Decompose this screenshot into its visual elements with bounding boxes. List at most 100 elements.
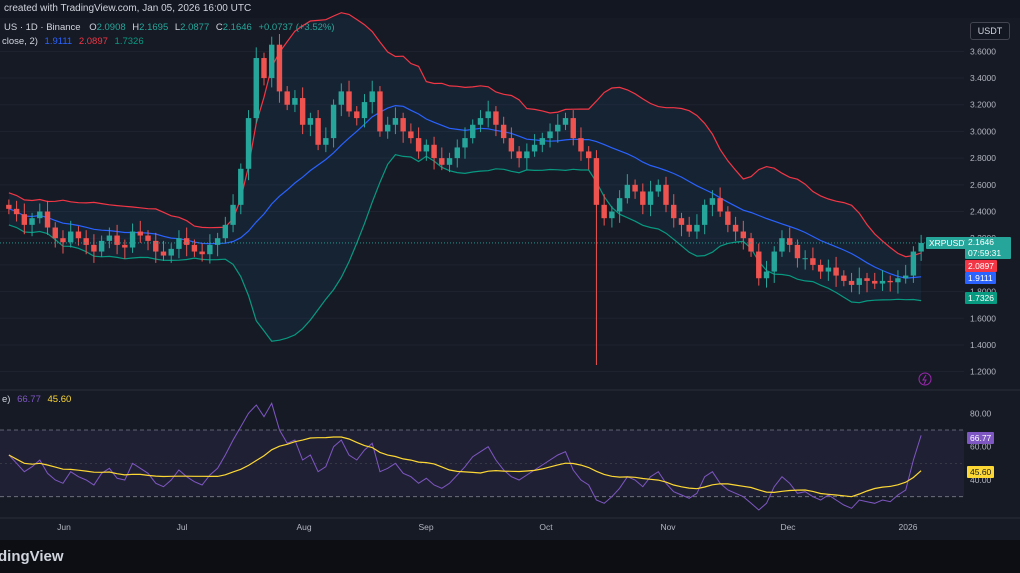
- candle-body: [13, 208, 20, 215]
- price-chart[interactable]: 1.20001.40001.60001.80002.00002.20002.40…: [0, 0, 1020, 540]
- candle-body: [516, 151, 522, 159]
- candle-body: [400, 118, 406, 132]
- candle-body: [253, 58, 259, 119]
- candle-body: [879, 280, 886, 284]
- close-value: 2.1646: [222, 22, 252, 33]
- bb-basis-tag-value: 1.9111: [968, 273, 993, 283]
- candle-body: [872, 280, 878, 284]
- candle-body: [624, 184, 631, 199]
- candle-body: [902, 275, 909, 279]
- candle-body: [825, 267, 832, 272]
- price-tick-label: 1.6000: [970, 313, 996, 323]
- alert-icon: [918, 372, 932, 386]
- candle-body: [701, 204, 708, 225]
- price-tick-label: 3.4000: [970, 73, 996, 83]
- candle-body: [114, 235, 120, 245]
- low-label: L: [174, 22, 181, 33]
- low-value: 2.0877: [180, 22, 210, 33]
- candle-body: [655, 184, 661, 192]
- price-tick-label: 1.8000: [970, 287, 996, 297]
- bb-lower-tag-value: 1.7326: [968, 293, 994, 303]
- close-label: C: [215, 22, 223, 33]
- candle-body: [83, 238, 89, 245]
- candle-body: [214, 238, 221, 245]
- bb-upper-tag: 2.0897: [965, 260, 997, 272]
- bb-fill: [8, 12, 922, 342]
- candle-body: [222, 224, 229, 239]
- candle-body: [346, 91, 352, 112]
- candle-body: [531, 144, 538, 152]
- candle-body: [609, 211, 615, 219]
- candle-body: [508, 138, 515, 152]
- candle-body: [918, 242, 924, 252]
- candle-body: [230, 204, 236, 225]
- countdown-value: 07:59:31: [968, 248, 1002, 258]
- candle-body: [106, 235, 113, 241]
- candle-body: [338, 91, 345, 105]
- candle-body: [191, 244, 198, 252]
- price-tick-label: 2.8000: [970, 153, 996, 163]
- candle-body: [44, 211, 51, 228]
- symbol-tag-name: XRPUSDT: [929, 238, 970, 248]
- candle-body: [377, 91, 383, 132]
- rsi-ma-legend-value: 45.60: [47, 394, 72, 405]
- rsi-legend-value: 66.77: [17, 394, 41, 405]
- candle-body: [60, 238, 66, 243]
- candle-body: [601, 204, 607, 219]
- rsi-tick-label: 80.00: [970, 408, 992, 418]
- candle-body: [392, 118, 399, 125]
- price-tick-label: 3.6000: [970, 46, 996, 56]
- candle-body: [686, 224, 692, 232]
- currency-button[interactable]: USDT: [970, 22, 1010, 40]
- high-value: 2.1695: [139, 22, 169, 33]
- candle-body: [369, 91, 375, 103]
- high-label: H: [132, 22, 140, 33]
- time-axis-label: Jun: [57, 522, 71, 532]
- candle-body: [910, 251, 917, 276]
- candle-body: [384, 124, 391, 132]
- candle-body: [500, 124, 507, 139]
- rsi-tag-value: 66.77: [970, 433, 992, 443]
- candle-body: [748, 238, 754, 252]
- candle-body: [183, 238, 190, 245]
- symbol-info: US · 1D · Binance: [4, 22, 81, 33]
- time-axis-label: Dec: [780, 522, 796, 532]
- symbol-legend: US · 1D · Binance O2.0908 H2.1695 L2.087…: [4, 22, 335, 33]
- last-price-value: 2.1646: [968, 237, 994, 247]
- bb-lower-tag: 1.7326: [965, 292, 997, 304]
- candle-body: [284, 91, 290, 105]
- currency-label: USDT: [977, 26, 1003, 36]
- candle-body: [315, 118, 321, 145]
- candle-body: [771, 251, 777, 272]
- bb-upper-line: [8, 12, 922, 258]
- candle-body: [37, 211, 43, 219]
- candle-body: [895, 278, 901, 283]
- candle-body: [732, 224, 739, 232]
- candle-body: [431, 144, 437, 159]
- candle-body: [145, 235, 151, 241]
- bb-upper-tag-value: 2.0897: [968, 261, 994, 271]
- candle-body: [725, 211, 731, 225]
- time-axis-label: Jul: [177, 522, 188, 532]
- candle-body: [709, 198, 716, 205]
- candle-body: [29, 218, 35, 225]
- candle-body: [493, 111, 499, 125]
- candle-body: [555, 124, 561, 132]
- price-tick-label: 3.0000: [970, 126, 996, 136]
- candle-body: [423, 144, 430, 152]
- rsi-ma-tag: 45.60: [967, 466, 995, 478]
- candle-body: [446, 158, 453, 165]
- candle-body: [207, 244, 213, 255]
- candle-body: [160, 251, 167, 256]
- candle-body: [245, 118, 252, 169]
- candle-body: [323, 138, 329, 145]
- candle-body: [330, 104, 337, 139]
- candle-body: [717, 198, 723, 212]
- symbol-price-tag: XRPUSDT: [926, 237, 973, 249]
- candle-body: [470, 124, 476, 139]
- bb-lower-value: 1.7326: [114, 36, 144, 47]
- candle-body: [779, 238, 785, 252]
- candle-body: [524, 151, 530, 159]
- bb-legend: close, 2) 1.9111 2.0897 1.7326: [2, 36, 144, 47]
- rsi-ma-line: [8, 436, 922, 498]
